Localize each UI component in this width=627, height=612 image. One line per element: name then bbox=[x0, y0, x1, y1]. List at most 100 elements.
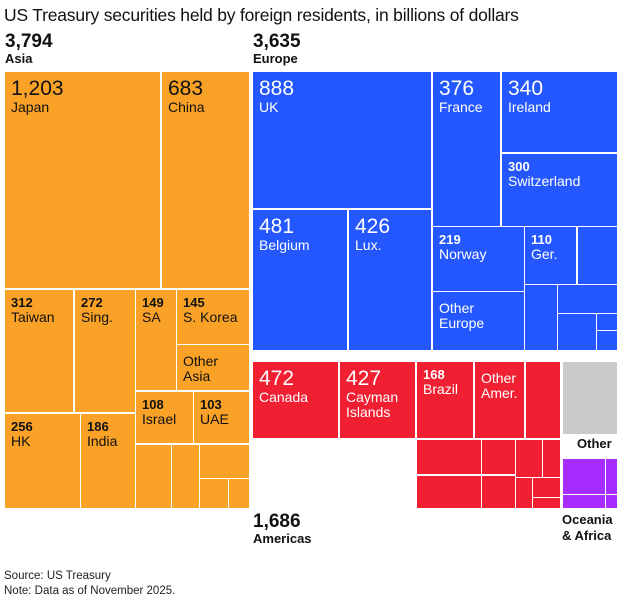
tile-label: Japan bbox=[11, 99, 50, 116]
tile-value: 376 bbox=[439, 77, 475, 100]
tile-unlabeled bbox=[525, 285, 557, 350]
tile-label: Canada bbox=[259, 389, 309, 406]
tile-unlabeled bbox=[533, 478, 560, 497]
tile-label: Belgium bbox=[259, 237, 310, 254]
region-total: 3,635 bbox=[253, 31, 301, 52]
tile-value: 472 bbox=[259, 367, 295, 390]
tile-unlabeled bbox=[172, 445, 199, 508]
tile-label: S. Korea bbox=[183, 308, 238, 325]
tile-unlabeled bbox=[597, 314, 617, 330]
tile-label: UAE bbox=[200, 410, 229, 427]
tile-label: HK bbox=[11, 432, 31, 449]
region-total: 3,794 bbox=[5, 31, 53, 52]
tile-unlabeled bbox=[558, 314, 596, 350]
tile-label: Taiwan bbox=[11, 308, 55, 325]
tile-value: 256 bbox=[11, 419, 33, 434]
tile-other-asia: Other Asia bbox=[177, 345, 249, 390]
tile-israel: 108 Israel bbox=[136, 392, 193, 443]
region-total: 1,686 bbox=[253, 511, 301, 532]
tile-label: Cayman Islands bbox=[346, 389, 399, 420]
tile-unlabeled bbox=[563, 459, 605, 494]
tile-unlabeled bbox=[597, 331, 617, 350]
tile-unlabeled bbox=[516, 440, 542, 477]
tile-uae: 103 UAE bbox=[194, 392, 249, 443]
tile-france: 376 France bbox=[433, 72, 500, 226]
chart-title: US Treasury securities held by foreign r… bbox=[4, 5, 519, 25]
tile-label: India bbox=[87, 432, 118, 449]
tile-unlabeled bbox=[200, 445, 249, 478]
tile-other-europe: Other Europe bbox=[433, 292, 524, 350]
tile-label: China bbox=[168, 99, 205, 116]
tile-uk: 888 UK bbox=[253, 72, 431, 208]
tile-value: 683 bbox=[168, 77, 204, 100]
tile-china: 683 China bbox=[162, 72, 249, 288]
tile-unlabeled bbox=[417, 476, 481, 508]
tile-value: 312 bbox=[11, 295, 33, 310]
source-note: Source: US Treasury bbox=[4, 570, 111, 582]
tile-unlabeled bbox=[516, 478, 532, 508]
tile-value: 168 bbox=[423, 367, 445, 382]
tile-unlabeled bbox=[526, 362, 560, 438]
tile-unlabeled bbox=[606, 459, 617, 494]
tile-label: Lux. bbox=[355, 237, 382, 254]
tile-value: 300 bbox=[508, 159, 530, 174]
tile-unlabeled bbox=[229, 479, 249, 508]
tile-unlabeled bbox=[417, 440, 481, 474]
tile-value: 149 bbox=[142, 295, 164, 310]
tile-ireland: 340 Ireland bbox=[502, 72, 617, 152]
tile-value: 219 bbox=[439, 232, 461, 247]
tile-value: 481 bbox=[259, 215, 295, 238]
tile-cayman-islands: 427 Cayman Islands bbox=[340, 362, 415, 438]
tile-label: Norway bbox=[439, 245, 487, 262]
tile-label: Brazil bbox=[423, 380, 459, 397]
tile-label: Israel bbox=[142, 410, 177, 427]
tile-value: 186 bbox=[87, 419, 109, 434]
tile-value: 108 bbox=[142, 397, 164, 412]
tile-unlabeled bbox=[563, 362, 617, 434]
region-name: Americas bbox=[253, 530, 312, 546]
tile-sing: 272 Sing. bbox=[75, 290, 135, 412]
region-label-asia: 3,794 Asia bbox=[5, 32, 53, 66]
region-label-americas: 1,686 Americas bbox=[253, 512, 312, 546]
tile-unlabeled bbox=[578, 227, 617, 284]
tile-unlabeled bbox=[482, 476, 515, 508]
tile-unlabeled bbox=[482, 440, 515, 474]
region-name: Oceania & Africa bbox=[562, 512, 613, 543]
tile-label: Other Europe bbox=[439, 300, 485, 331]
region-name: Europe bbox=[253, 50, 298, 66]
tile-switzerland: 300 Switzerland bbox=[502, 154, 617, 226]
tile-label: Sing. bbox=[81, 308, 113, 325]
tile-value: 340 bbox=[508, 77, 544, 100]
tile-label: Other Amer. bbox=[481, 370, 518, 401]
tile-india: 186 India bbox=[81, 414, 135, 508]
tile-label: Switzerland bbox=[508, 172, 581, 189]
tile-unlabeled bbox=[563, 495, 605, 508]
tile-s-korea: 145 S. Korea bbox=[177, 290, 249, 344]
tile-unlabeled bbox=[558, 285, 617, 313]
tile-label: Other Asia bbox=[183, 353, 219, 384]
tile-value: 145 bbox=[183, 295, 205, 310]
tile-label: Ireland bbox=[508, 99, 551, 116]
region-name: Other bbox=[577, 436, 612, 451]
tile-label: SA bbox=[142, 308, 161, 325]
tile-unlabeled bbox=[200, 479, 228, 508]
tile-japan: 1,203 Japan bbox=[5, 72, 160, 288]
tile-belgium: 481 Belgium bbox=[253, 210, 347, 350]
tile-ger: 110 Ger. bbox=[525, 227, 576, 284]
tile-value: 1,203 bbox=[11, 77, 64, 100]
tile-value: 426 bbox=[355, 215, 391, 238]
tile-taiwan: 312 Taiwan bbox=[5, 290, 73, 412]
region-name: Asia bbox=[5, 50, 33, 66]
tile-value: 110 bbox=[531, 232, 552, 247]
tile-value: 427 bbox=[346, 367, 382, 390]
tile-value: 272 bbox=[81, 295, 103, 310]
tile-norway: 219 Norway bbox=[433, 227, 524, 291]
tile-lux: 426 Lux. bbox=[349, 210, 431, 350]
tile-unlabeled bbox=[533, 498, 560, 508]
tile-label: Ger. bbox=[531, 245, 558, 262]
tile-other-amer: Other Amer. bbox=[475, 362, 524, 438]
tile-brazil: 168 Brazil bbox=[417, 362, 473, 438]
tile-label: UK bbox=[259, 99, 279, 116]
region-label-oceania-africa: Oceania & Africa bbox=[562, 512, 622, 543]
